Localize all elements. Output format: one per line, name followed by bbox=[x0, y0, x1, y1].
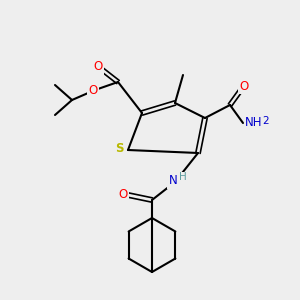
Text: H: H bbox=[179, 172, 187, 182]
Text: O: O bbox=[88, 83, 98, 97]
Text: S: S bbox=[115, 142, 123, 155]
Text: O: O bbox=[118, 188, 127, 200]
Text: O: O bbox=[239, 80, 249, 92]
Text: NH: NH bbox=[245, 116, 262, 130]
Text: 2: 2 bbox=[262, 116, 268, 126]
Text: N: N bbox=[169, 175, 177, 188]
Text: O: O bbox=[93, 61, 103, 74]
